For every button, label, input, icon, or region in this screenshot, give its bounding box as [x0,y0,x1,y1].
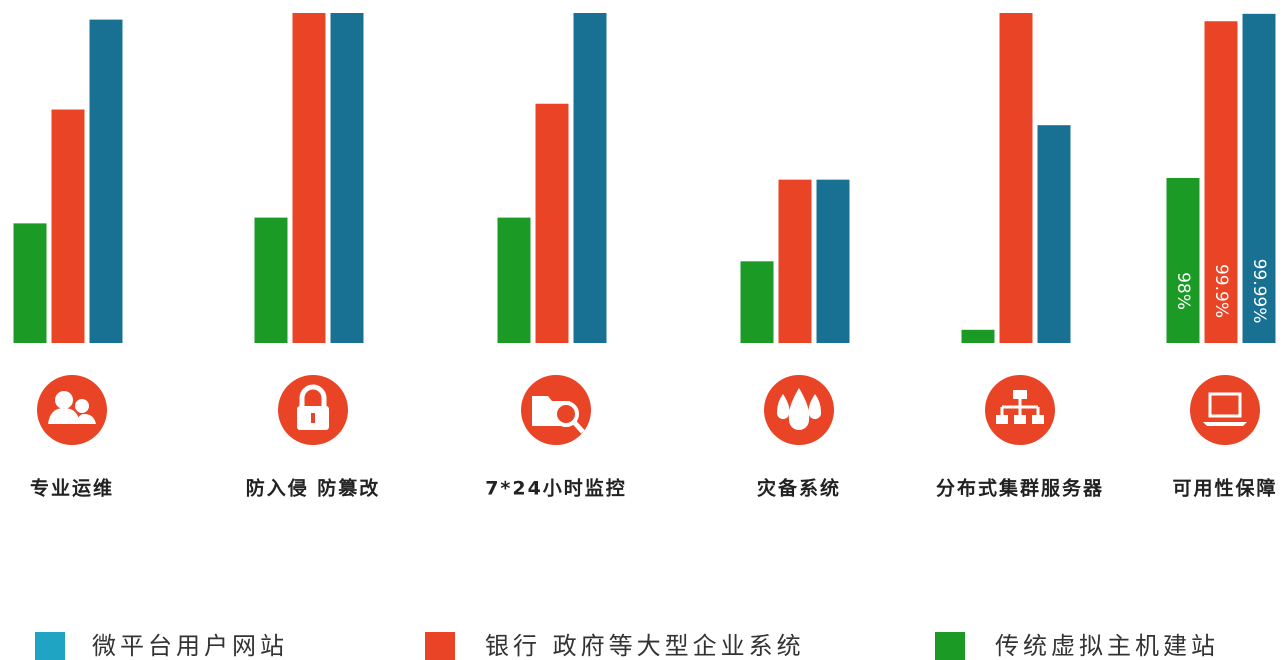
value-label: 98% [1173,272,1193,310]
bar [1204,21,1238,343]
bar [961,329,995,343]
bar [573,13,607,343]
icon-glyph [299,384,327,406]
icon-glyph [572,420,585,434]
category-label: 防入侵 防篡改 [246,477,381,500]
icon [985,375,1055,445]
icon-glyph [788,388,810,430]
bar [1242,13,1276,343]
bar [330,13,364,343]
bar [254,217,288,343]
legend-swatch [935,632,965,660]
category-label: 分布式集群服务器 [936,477,1104,500]
icon [1190,375,1260,445]
icon [764,375,834,445]
icon-glyph [553,401,579,427]
icon-glyph [48,408,80,424]
icon-glyph [1013,390,1027,399]
icon-glyph [1000,399,1040,415]
bar [778,179,812,343]
icon-glyph [1014,415,1026,424]
icon-circle [1190,375,1260,445]
icon-glyph [776,394,790,420]
bar [535,103,569,343]
bar [13,223,47,343]
icon-glyph [1032,415,1044,424]
icon-glyph [1203,422,1247,426]
bar [1166,178,1200,343]
icon-glyph [1208,392,1242,418]
bar [89,19,123,343]
bar [740,261,774,343]
bar [292,13,326,343]
legend-label: 银行 政府等大型企业系统 [485,632,805,660]
category-label: 专业运维 [30,477,114,500]
icon-glyph [808,394,822,420]
value-label: 99.9% [1211,264,1231,318]
category-label: 可用性保障 [1172,477,1277,500]
icon [278,375,348,445]
bar [497,217,531,343]
legend-label: 微平台用户网站 [92,632,288,660]
value-label: 99.99% [1249,259,1269,324]
icon-glyph [311,413,315,423]
legend-swatch [425,632,455,660]
icon-glyph [996,415,1008,424]
bar [999,13,1033,343]
icon-glyph [75,399,89,413]
icon [37,375,107,445]
bar [816,179,850,343]
bar [51,109,85,344]
bar [1037,125,1071,343]
legend-swatch [35,632,65,660]
legend-label: 传统虚拟主机建站 [995,632,1219,660]
icon-glyph [76,414,96,424]
icon [521,375,591,445]
category-label: 灾备系统 [757,477,841,500]
category-label: 7*24小时监控 [485,477,627,500]
icon-glyph [55,391,73,409]
